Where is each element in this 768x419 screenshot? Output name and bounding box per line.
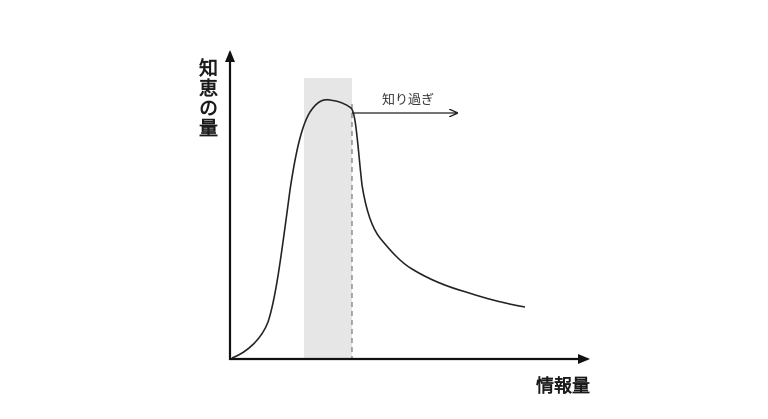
- y-axis-label: 知恵の量: [196, 58, 218, 138]
- knowledge-curve: [231, 98, 526, 359]
- x-axis-label: 情報量: [536, 376, 590, 397]
- too-much-annotation: 知り過ぎ: [382, 93, 435, 108]
- highlight-band: [304, 78, 352, 360]
